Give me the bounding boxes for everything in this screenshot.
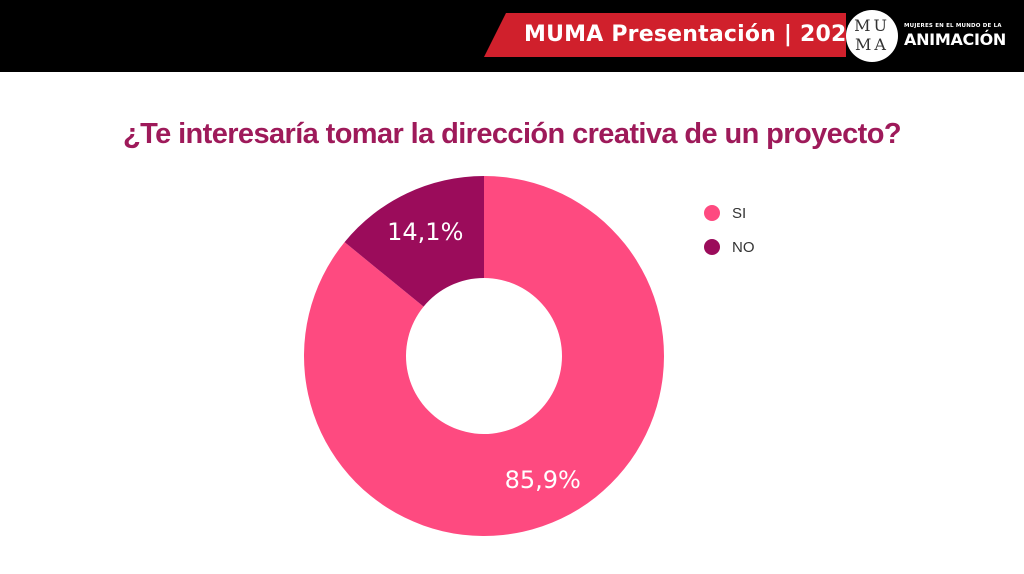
muma-logo: MU MA (846, 10, 898, 62)
slice-label-si: 85,9% (505, 466, 581, 494)
banner-shape (484, 13, 846, 57)
legend-dot-si (704, 205, 720, 221)
legend-label-no: NO (732, 238, 755, 256)
presentation-banner: MUMA Presentación | 2022 (484, 13, 863, 57)
banner-title: MUMA Presentación | 2022 (524, 22, 863, 47)
slice-si (304, 176, 665, 536)
slice-no (344, 176, 484, 307)
logo-letters-top: MU (854, 16, 890, 35)
legend-item-si: SI (704, 196, 755, 230)
logo-letters-bottom: MA (855, 35, 889, 54)
legend-dot-no (704, 239, 720, 255)
logo-title: ANIMACIÓN (904, 30, 1007, 49)
legend-item-no: NO (704, 230, 755, 264)
chart-legend: SI NO (704, 196, 755, 264)
logo-subtitle: MUJERES EN EL MUNDO DE LA (904, 23, 1002, 29)
legend-label-si: SI (732, 204, 747, 222)
logo-letters: MU MA (852, 16, 892, 54)
chart-title: ¿Te interesaría tomar la dirección creat… (123, 118, 902, 150)
top-bar: MUMA Presentación | 2022 MU MA MUJERES E… (0, 0, 1024, 72)
slice-label-no: 14,1% (387, 218, 463, 246)
